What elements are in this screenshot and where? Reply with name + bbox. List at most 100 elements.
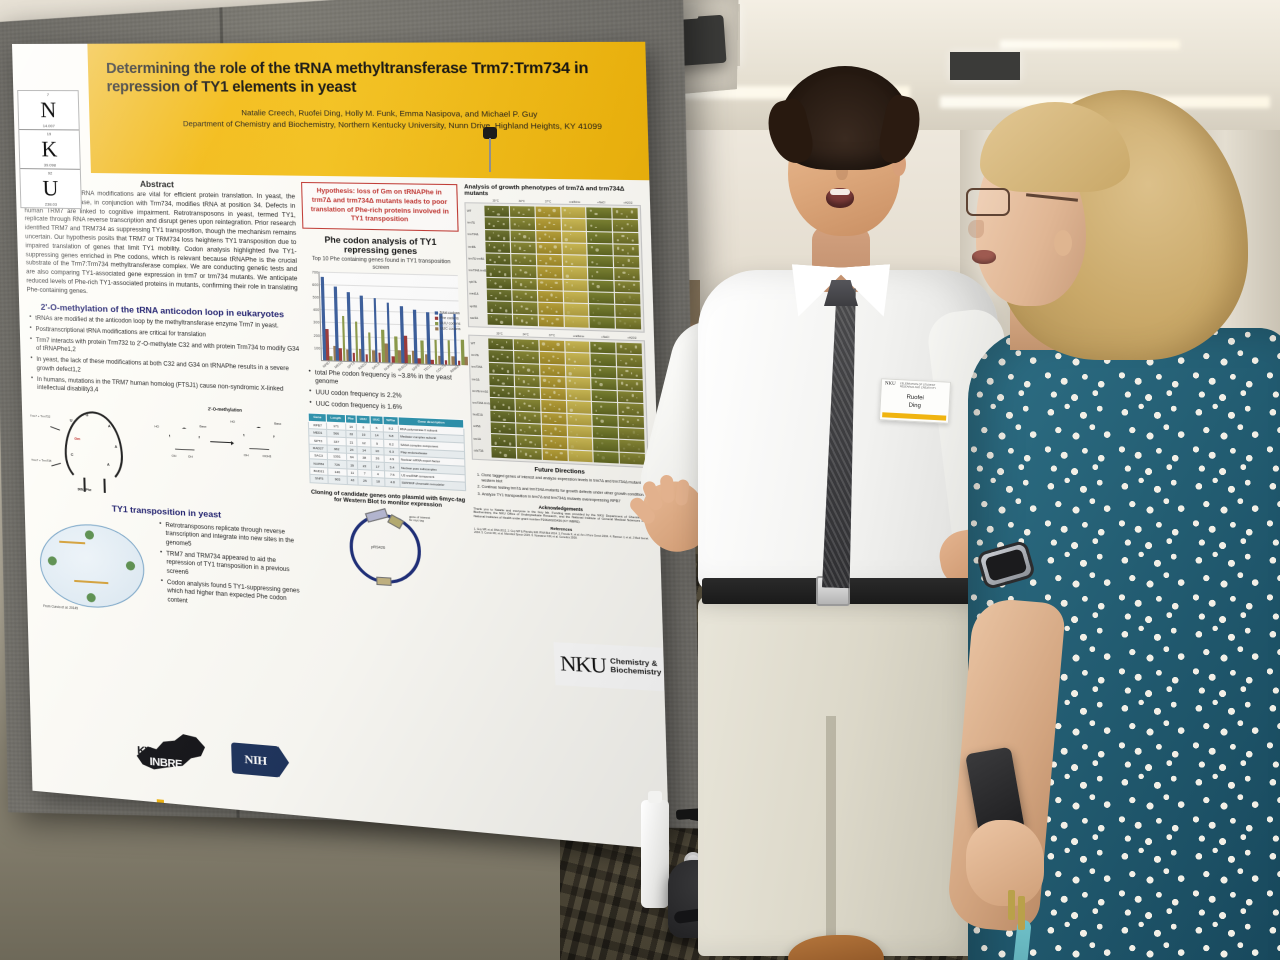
ty1-bullets: Retrotransposons replicate through rever… xyxy=(159,521,307,630)
colony xyxy=(636,396,638,399)
plate-cell xyxy=(561,231,587,243)
plate-cell xyxy=(515,399,541,412)
plate-cell xyxy=(487,313,513,326)
colony xyxy=(517,377,520,380)
colony xyxy=(528,237,530,240)
colony xyxy=(631,239,634,242)
colony xyxy=(528,244,531,248)
enzyme-label: Trm7 + Trm734 xyxy=(31,457,52,463)
colony xyxy=(544,407,547,410)
plate-cell xyxy=(486,289,512,302)
chem-label: HO xyxy=(230,419,236,424)
bar xyxy=(320,276,326,360)
colony xyxy=(503,258,506,261)
colony xyxy=(623,307,627,311)
colony xyxy=(552,369,555,372)
colony xyxy=(489,272,493,276)
colony xyxy=(496,365,499,367)
plate-cell xyxy=(536,254,562,267)
eyeglasses xyxy=(966,186,1079,220)
bar xyxy=(412,309,418,364)
bar xyxy=(373,298,378,362)
colony xyxy=(532,371,534,373)
colony xyxy=(515,295,519,298)
colony xyxy=(595,226,597,229)
colony xyxy=(618,319,622,323)
y-tick: 200 xyxy=(313,333,321,338)
plate-cell xyxy=(562,255,588,267)
colony xyxy=(528,259,532,263)
colony xyxy=(623,300,626,303)
hypothesis-box: Hypothesis: loss of Gm on tRNAPhe in trm… xyxy=(301,181,459,232)
colony xyxy=(494,282,497,285)
colony xyxy=(545,444,548,447)
bar xyxy=(341,316,346,361)
colony xyxy=(518,232,521,235)
plate-column xyxy=(564,340,594,463)
colony xyxy=(626,420,629,423)
plate-cell xyxy=(587,231,613,244)
colony xyxy=(595,417,598,420)
colony xyxy=(544,415,548,418)
colony xyxy=(523,416,527,420)
colony xyxy=(574,418,578,421)
colony xyxy=(560,452,563,455)
bar xyxy=(399,306,405,363)
ceiling-speaker xyxy=(950,52,1020,80)
colony xyxy=(523,256,527,259)
research-poster[interactable]: 7 N 14.007 19 K 39.098 92 U 238.03 Deter… xyxy=(12,41,670,850)
colony xyxy=(554,274,558,277)
colony xyxy=(626,406,630,410)
plate-row-label: trm734Δ xyxy=(467,233,479,237)
colony xyxy=(497,393,501,397)
colony xyxy=(493,261,497,264)
colony xyxy=(544,262,547,265)
colony xyxy=(571,306,574,308)
colony xyxy=(496,343,499,346)
colony xyxy=(630,210,634,214)
colony xyxy=(506,355,509,358)
plate-cell xyxy=(537,291,563,303)
colony xyxy=(565,260,568,263)
plate-cell xyxy=(512,314,538,327)
colony xyxy=(594,212,598,215)
colony xyxy=(531,356,535,360)
chem-label: OH xyxy=(243,452,249,458)
presenter-hair xyxy=(778,66,912,170)
poster-header-band: Determining the role of the tRNA methylt… xyxy=(87,41,650,181)
colony xyxy=(550,293,554,297)
colony xyxy=(618,298,620,300)
codon-frequency-notes: total Phe codon frequency is ~3.8% in th… xyxy=(308,369,464,416)
colony xyxy=(568,357,571,361)
colony xyxy=(519,442,522,445)
colony xyxy=(552,347,555,350)
colony xyxy=(514,273,517,276)
colony xyxy=(594,373,597,376)
plate-cell xyxy=(586,219,613,232)
plate-row-label: WT xyxy=(466,209,472,214)
plate-column xyxy=(590,341,619,464)
colony xyxy=(552,209,556,212)
colony xyxy=(625,362,628,365)
x-tick: SPT3 xyxy=(346,360,356,370)
plate-cell xyxy=(589,292,615,305)
colony xyxy=(592,297,596,300)
poster-column-right: Analysis of growth phenotypes of trm7Δ a… xyxy=(464,184,654,654)
colony xyxy=(518,225,520,228)
colony xyxy=(502,244,505,246)
chem-label: OH xyxy=(171,453,177,458)
trna-anticodon-loop-diagram: G A A A U Gm C tRNAPhe Trm7 + Trm732 Trm… xyxy=(30,400,153,499)
bar xyxy=(426,312,431,364)
colony xyxy=(630,387,634,390)
colony xyxy=(617,283,621,287)
colony xyxy=(528,426,532,429)
colony xyxy=(550,286,553,289)
badge-accent-bar xyxy=(882,412,947,421)
plate-row-label: trm7Δ trm8Δ xyxy=(468,257,485,261)
visitor-hand xyxy=(966,820,1044,906)
colony xyxy=(548,221,552,224)
poster-column-middle: Hypothesis: loss of Gm on tRNAPhe in trm… xyxy=(301,181,471,642)
ty1-row: From Curcio et al. 20145 Retrotransposon… xyxy=(33,512,308,630)
colony xyxy=(540,274,543,277)
